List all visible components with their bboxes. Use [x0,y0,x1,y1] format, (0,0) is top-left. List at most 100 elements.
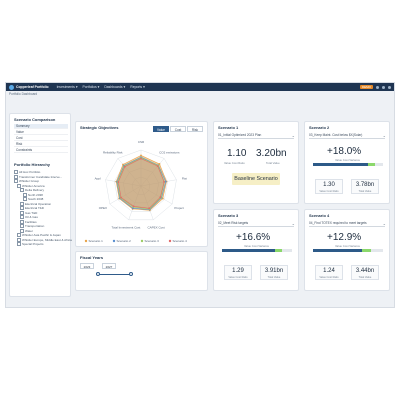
help-icon[interactable] [382,85,385,89]
scenario-1-total: 3.20bn [256,148,287,159]
menu-reports[interactable]: Reports ▾ [130,85,145,89]
scenario-2-select[interactable]: 03_Keep Maint. Cost below $X(Solar) [309,133,385,139]
variance-gain [362,249,372,252]
scenario-4-ratio-box: 1.24 Value Cost Ratio [315,265,343,280]
scenario-3-card: Scenario 3 02_Meet Risk targets ⌄ +16.6%… [213,209,299,291]
radar-axis-label: Reliability Risk [103,150,123,154]
tree-item[interactable]: Electrical T&D [20,206,44,211]
radar-point [140,154,142,157]
strategic-objectives-card: Strategic Objectives Value Cost Risk CSR… [75,121,208,247]
legend-label: Scenario 4 [173,239,188,243]
scenario-1-total-label: Total Value [266,161,280,165]
scenario-3-variance-bar [222,249,292,252]
scenario-3-ratio-label: Value Cost Ratio [228,276,248,279]
baseline-scenario-button[interactable]: Baseline Scenario [232,173,280,185]
scenario-1-title: Scenario 1 [218,125,239,130]
scenario-2-total-label: Total Value [358,190,372,193]
nav-cost[interactable]: Cost [14,136,68,141]
scenario-3-total: 3.91bn [264,268,284,274]
fiscal-range-track [98,274,131,275]
scenario-4-select[interactable]: 04_Find TOTEX required to meet targets [309,221,385,227]
menu-dashboards[interactable]: Dashboards ▾ [104,85,126,89]
scenario-4-total-label: Total Value [358,276,372,279]
tree-item[interactable]: Special Projects [17,242,44,247]
variance-gain [274,249,283,252]
radar-axis-label: Flat [182,176,187,180]
toggle-value[interactable]: Value [153,126,169,132]
tree-item[interactable]: Whistler Europe, Middle East & Africa [17,238,72,242]
chevron-down-icon[interactable]: ⌄ [291,133,295,138]
legend-swatch [168,239,172,243]
scenario-2-ratio-box: 1.30 Value Cost Ratio [315,179,343,194]
tree-item[interactable]: Transportation [20,224,44,229]
nav-summary[interactable]: Summary [14,124,68,129]
tree-item[interactable]: Delta Refinery [20,188,44,193]
tree-item[interactable]: North 2038 [23,193,43,197]
radar-point [123,165,126,168]
radar-axis-label: Project [174,206,184,210]
radar-axis-label: CAPEX Cost [147,225,164,229]
top-navigation-bar: Copperleaf Portfolio Investments ▾ Portf… [6,83,394,91]
menu-investments[interactable]: Investments ▾ [56,85,78,89]
tree-item[interactable]: Electrical Operation [20,202,51,206]
toggle-cost[interactable]: Cost [170,126,186,132]
user-avatar-icon[interactable] [388,85,391,89]
scenario-4-ratio: 1.24 [323,268,335,274]
radar-series-area [117,157,165,210]
variance-fill [222,249,275,252]
menu-portfolios[interactable]: Portfolios ▾ [82,85,100,89]
scenario-1-ratio-label: Value Cost Ratio [224,161,245,165]
tree-item[interactable]: Facilities [20,220,37,224]
legend-label: Scenario 1 [89,239,104,243]
app-window: Copperleaf Portfolio Investments ▾ Portf… [5,82,395,308]
tree-item[interactable]: Whistler Group [14,179,39,184]
scenario-4-total-box: 3.44bn Total Value [351,265,379,280]
radar-point [117,181,120,183]
radar-series-area [116,156,167,210]
tree-item[interactable]: Gas T&D [20,211,37,215]
variance-gain [367,163,375,166]
tree-item[interactable]: Transformer Candidate Interve... [14,175,62,179]
breadcrumb[interactable]: Portfolio Dashboard [9,92,38,96]
fiscal-start-input[interactable]: 2023 [80,263,94,269]
fiscal-start-handle[interactable] [96,272,100,276]
tree-item[interactable]: All Hoc Portfolio [14,170,40,175]
fiscal-end-handle[interactable] [129,272,133,276]
radar-axis-label: Total Investment Cost [112,225,141,229]
app-logo-icon [9,84,14,90]
scenario-1-select[interactable]: 01_Initial Optimized 2023 Plan [218,133,294,139]
notifications-icon[interactable] [376,85,379,89]
radar-point [131,207,134,210]
chevron-down-icon[interactable]: ⌄ [382,133,386,138]
scenario-1-card: Scenario 1 01_Initial Optimized 2023 Pla… [213,121,299,204]
tree-item[interactable]: Whistler America [17,184,45,188]
tree-item[interactable]: Oil & Gas [20,215,38,220]
scenario-1-ratio: 1.10 [227,148,247,159]
legend-label: Scenario 3 [145,239,160,243]
scenario-3-total-box: 3.91bn Total Value [260,265,288,280]
nav-constraints[interactable]: Constraints [14,148,68,153]
tree-item[interactable]: Water [20,229,33,233]
scenario-2-card: Scenario 2 03_Keep Maint. Cost below $X(… [304,121,390,204]
legend-swatch [140,239,144,243]
scenario-3-ratio: 1.29 [232,268,244,274]
scenario-2-change-label: Value Cost Variance [335,158,361,162]
toggle-risk[interactable]: Risk [187,126,203,132]
fiscal-end-input[interactable]: 2027 [102,263,116,269]
tree-item[interactable]: Whistler Asia Pacific & Japan [17,233,61,238]
radar-axis-label: Appl [95,176,101,180]
scenario-4-change: +12.9% [327,232,362,243]
tree-item[interactable]: South 2038 [23,197,43,202]
legend-swatch [112,239,116,243]
nav-value[interactable]: Value [14,130,68,135]
nav-risk[interactable]: Risk [14,142,68,147]
chevron-down-icon[interactable]: ⌄ [382,221,386,226]
scenario-2-ratio: 1.30 [323,182,335,188]
legend-label: Scenario 2 [117,239,132,243]
chevron-down-icon[interactable]: ⌄ [291,221,295,226]
radar-point [148,207,151,210]
scenario-comparison-title: Scenario Comparison [14,117,56,122]
radar-point [158,163,161,165]
radar-series-area [117,158,165,209]
scenario-3-select[interactable]: 02_Meet Risk targets [218,221,294,227]
